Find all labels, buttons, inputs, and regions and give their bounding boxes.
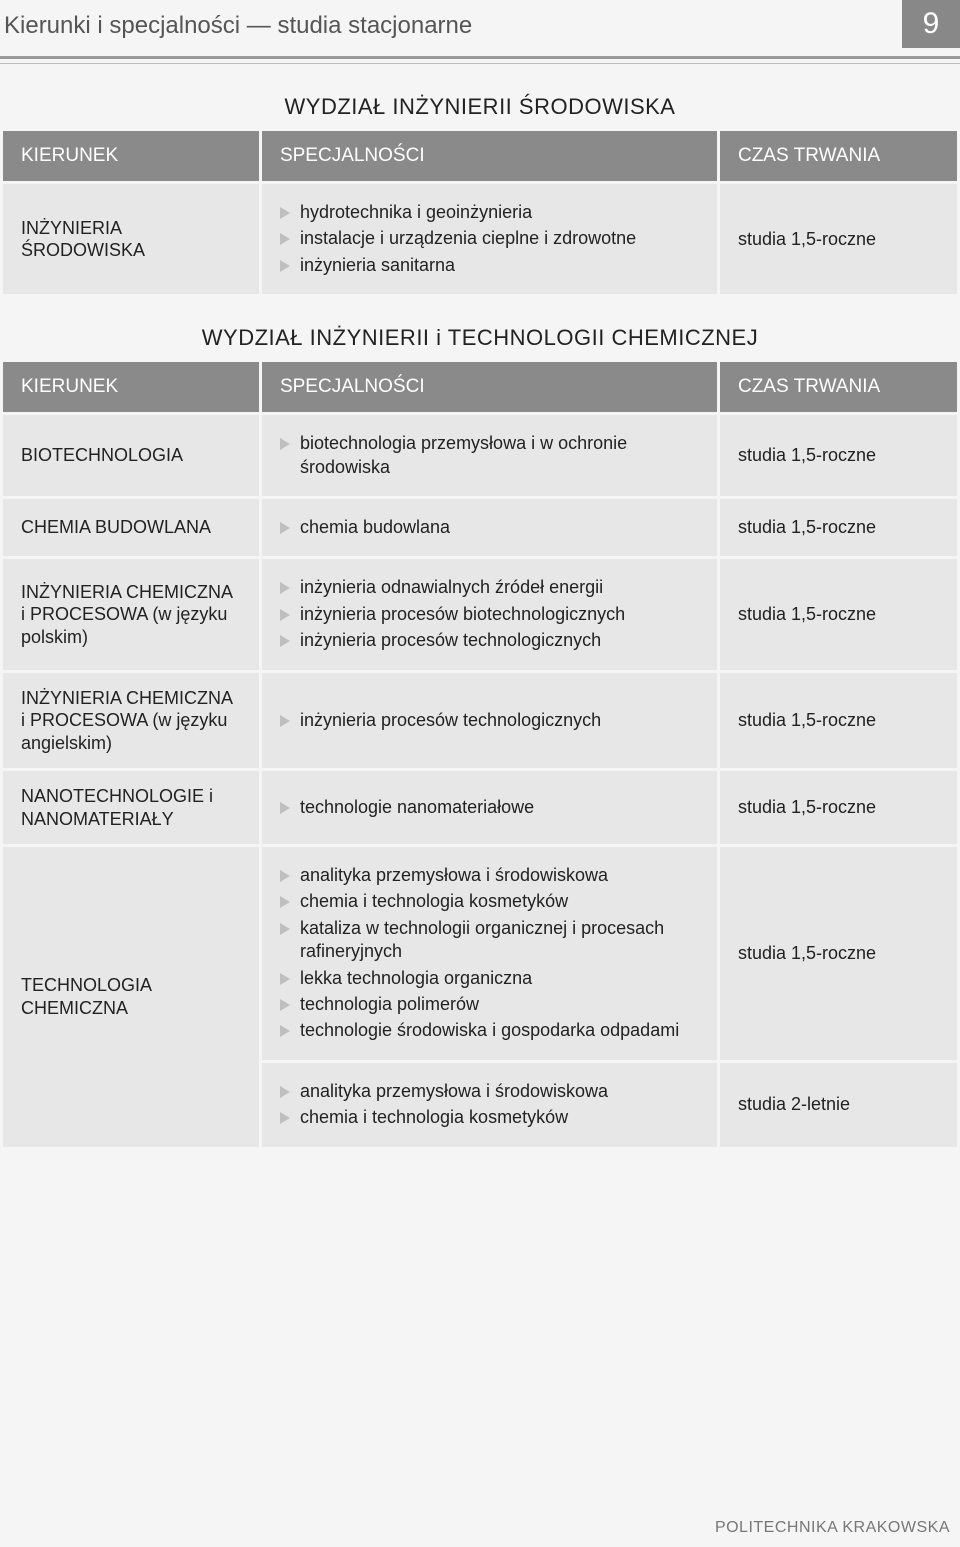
- section-title-chemicznej: WYDZIAŁ INŻYNIERII i TECHNOLOGII CHEMICZ…: [0, 325, 960, 351]
- kierunek-cell: NANOTECHNOLOGIE i NANOMATERIAŁY: [3, 771, 259, 844]
- spec-item: chemia i technologia kosmetyków: [280, 890, 699, 913]
- kierunek-label: CHEMIA BUDOWLANA: [21, 516, 241, 539]
- spec-item: instalacje i urządzenia cieplne i zdrowo…: [280, 227, 699, 250]
- czas-cell: studia 2-letnie: [720, 1063, 957, 1147]
- czas-cell: studia 1,5-roczne: [720, 559, 957, 669]
- czas-cell: studia 1,5-roczne: [720, 847, 957, 1060]
- table-row: CHEMIA BUDOWLANA chemia budowlana studia…: [3, 499, 957, 556]
- spec-uri-list: inżynieria procesów technologicznych: [280, 709, 699, 732]
- kierunek-label: INŻYNIERIA ŚRODOWISKA: [21, 217, 241, 262]
- kierunek-cell: CHEMIA BUDOWLANA: [3, 499, 259, 556]
- table-row: INŻYNIERIA CHEMICZNA i PROCESOWA (w języ…: [3, 673, 957, 769]
- spec-item: analityka przemysłowa i środowiskowa: [280, 864, 699, 887]
- footer-institution: POLITECHNIKA KRAKOWSKA: [715, 1519, 950, 1537]
- kierunek-cell: INŻYNIERIA ŚRODOWISKA: [3, 184, 259, 294]
- col-spec-header: SPECJALNOŚCI: [262, 362, 717, 412]
- spec-item: technologie nanomateriałowe: [280, 796, 699, 819]
- spec-cell: inżynieria odnawialnych źródeł energii i…: [262, 559, 717, 669]
- czas-cell: studia 1,5-roczne: [720, 415, 957, 496]
- col-czas-header: CZAS TRWANIA: [720, 131, 957, 181]
- spec-list: analityka przemysłowa i środowiskowa che…: [280, 1080, 699, 1130]
- spec-item: inżynieria procesów technologicznych: [280, 709, 699, 732]
- spec-list: technologie nanomateriałowe: [280, 796, 699, 819]
- table-row: NANOTECHNOLOGIE i NANOMATERIAŁY technolo…: [3, 771, 957, 844]
- spec-cell: analityka przemysłowa i środowiskowa che…: [262, 1063, 717, 1147]
- spec-list: inżynieria odnawialnych źródeł energii i…: [280, 576, 699, 652]
- czas-cell: studia 1,5-roczne: [720, 499, 957, 556]
- table-chemicznej: KIERUNEK SPECJALNOŚCI CZAS TRWANIA BIOTE…: [0, 359, 960, 1149]
- spec-list: hydrotechnika i geoinżynieria instalacje…: [280, 201, 699, 277]
- page-container: Kierunki i specjalności — studia stacjon…: [0, 0, 960, 1547]
- spec-cell: analityka przemysłowa i środowiskowa che…: [262, 847, 717, 1060]
- spec-item: lekka technologia organiczna: [280, 967, 699, 990]
- spec-item: biotechnologia przemysłowa i w ochronie …: [280, 432, 699, 479]
- header-rule-thin: [0, 63, 960, 64]
- czas-cell: studia 1,5-roczne: [720, 673, 957, 769]
- spec-item: analityka przemysłowa i środowiskowa: [280, 1080, 699, 1103]
- spec-cell: technologie nanomateriałowe: [262, 771, 717, 844]
- spec-item: inżynieria odnawialnych źródeł energii: [280, 576, 699, 599]
- section-title-srodowiska: WYDZIAŁ INŻYNIERII ŚRODOWISKA: [0, 94, 960, 120]
- spec-cell: chemia budowlana: [262, 499, 717, 556]
- col-kierunek-header: KIERUNEK: [3, 131, 259, 181]
- kierunek-cell: INŻYNIERIA CHEMICZNA i PROCESOWA (w języ…: [3, 673, 259, 769]
- kierunek-label: INŻYNIERIA CHEMICZNA i PROCESOWA (w języ…: [21, 581, 241, 649]
- kierunek-label: INŻYNIERIA CHEMICZNA i PROCESOWA (w języ…: [21, 687, 241, 755]
- kierunek-label: TECHNOLOGIA CHEMICZNA: [21, 974, 241, 1019]
- spec-item: technologie środowiska i gospodarka odpa…: [280, 1019, 699, 1042]
- table-row: TECHNOLOGIA CHEMICZNA analityka przemysł…: [3, 847, 957, 1060]
- page-title: Kierunki i specjalności — studia stacjon…: [0, 12, 902, 40]
- table-header-row: KIERUNEK SPECJALNOŚCI CZAS TRWANIA: [3, 362, 957, 412]
- spec-item: inżynieria procesów technologicznych: [280, 629, 699, 652]
- col-kierunek-header: KIERUNEK: [3, 362, 259, 412]
- czas-cell: studia 1,5-roczne: [720, 771, 957, 844]
- spec-item: technologia polimerów: [280, 993, 699, 1016]
- spec-cell: biotechnologia przemysłowa i w ochronie …: [262, 415, 717, 496]
- spec-cell: inżynieria procesów technologicznych: [262, 673, 717, 769]
- spec-item: kataliza w technologii organicznej i pro…: [280, 917, 699, 964]
- kierunek-label: NANOTECHNOLOGIE i NANOMATERIAŁY: [21, 785, 241, 830]
- kierunek-cell: BIOTECHNOLOGIA: [3, 415, 259, 496]
- spec-list: chemia budowlana: [280, 516, 699, 539]
- page-number-badge: 9: [902, 0, 960, 48]
- spec-item: hydrotechnika i geoinżynieria: [280, 201, 699, 224]
- spec-cell: hydrotechnika i geoinżynieria instalacje…: [262, 184, 717, 294]
- czas-cell: studia 1,5-roczne: [720, 184, 957, 294]
- kierunek-cell: INŻYNIERIA CHEMICZNA i PROCESOWA (w języ…: [3, 559, 259, 669]
- table-header-row: KIERUNEK SPECJALNOŚCI CZAS TRWANIA: [3, 131, 957, 181]
- kierunek-cell: TECHNOLOGIA CHEMICZNA: [3, 847, 259, 1147]
- table-srodowiska: KIERUNEK SPECJALNOŚCI CZAS TRWANIA INŻYN…: [0, 128, 960, 297]
- table-row: BIOTECHNOLOGIA biotechnologia przemysłow…: [3, 415, 957, 496]
- top-header: Kierunki i specjalności — studia stacjon…: [0, 0, 960, 56]
- col-czas-header: CZAS TRWANIA: [720, 362, 957, 412]
- spec-item: inżynieria procesów biotechnologicznych: [280, 603, 699, 626]
- table-row: INŻYNIERIA CHEMICZNA i PROCESOWA (w języ…: [3, 559, 957, 669]
- spec-item: chemia i technologia kosmetyków: [280, 1106, 699, 1129]
- spec-item: chemia budowlana: [280, 516, 699, 539]
- kierunek-label: BIOTECHNOLOGIA: [21, 444, 241, 467]
- table-row: INŻYNIERIA ŚRODOWISKA hydrotechnika i ge…: [3, 184, 957, 294]
- spec-list: biotechnologia przemysłowa i w ochronie …: [280, 432, 699, 479]
- spec-list: analityka przemysłowa i środowiskowa che…: [280, 864, 699, 1043]
- spec-item: inżynieria sanitarna: [280, 254, 699, 277]
- header-rule-thick: [0, 56, 960, 59]
- col-spec-header: SPECJALNOŚCI: [262, 131, 717, 181]
